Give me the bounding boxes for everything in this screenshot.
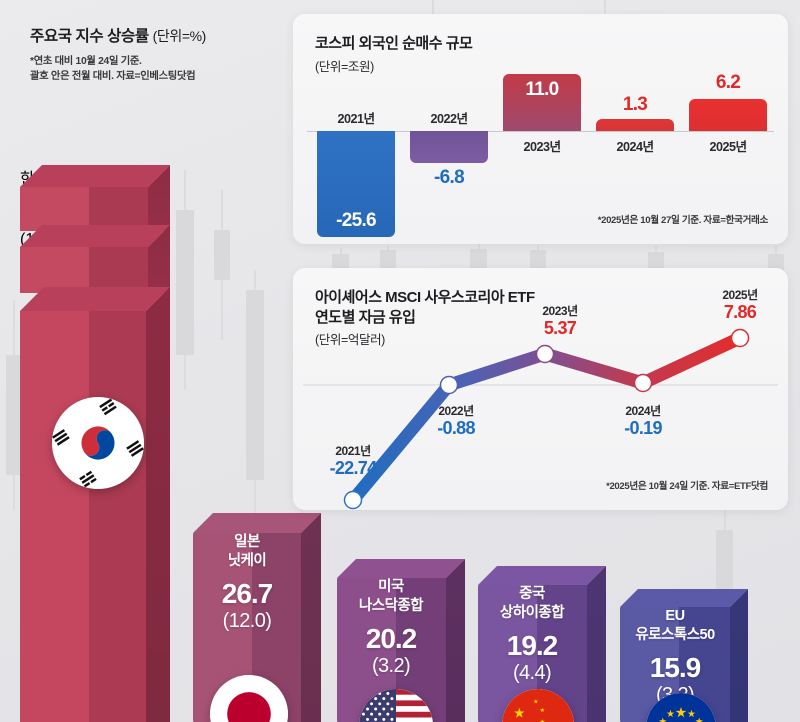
bar-chart-value-2024: 1.3 [622,94,648,115]
index-bar-eu-label: EU 유로스톡스50 15.9 (3.2) [611,607,739,707]
index-bar-china: 중국 상하이종합 19.2 (4.4) [478,566,606,722]
page-title: 주요국 지수 상승률 (단위=%) [30,28,207,45]
bar-chart-value-2025: 6.2 [715,72,741,93]
korea-pillar-block-1 [20,165,170,231]
bar-chart-label-2022: 2022년 [430,112,468,126]
panel-etf-inflow-note: *2025년은 10월 24일 기준. 자료=ETF닷컴 [606,481,768,492]
line-chart-value-2024: -0.19 [624,418,662,438]
panel-foreign-net-buy: 코스피 외국인 순매수 규모 (단위=조원) 2021년 -25.6 2022년… [293,14,788,244]
bar-chart-label-2024: 2024년 [616,140,654,154]
index-bar-japan-country: 일본 [234,534,260,550]
panel-etf-inflow-title-line-1: 아이셰어스 MSCI 사우스코리아 ETF [315,289,535,306]
index-bar-eu-value: 15.9 [649,652,702,684]
page-note-line-1: *연초 대비 10월 24일 기준. [30,56,142,67]
flag-kr-icon [52,397,144,489]
line-chart-value-2022: -0.88 [437,418,475,438]
us-bar-side [446,559,465,722]
line-chart-etf-inflow: 2021년 -22.74 2022년 -0.88 2023년 5.37 2024… [293,268,788,510]
line-chart-svg [303,328,778,510]
line-chart-label-2024: 2024년 [625,404,661,418]
index-bar-china-change: (4.4) [512,662,552,685]
bar-chart-bar-2024 [596,119,674,131]
japan-bar-top-face [193,513,321,533]
page-title-unit: (단위=%) [152,28,207,44]
index-bar-china-label: 중국 상하이종합 19.2 (4.4) [468,585,596,685]
index-bar-korea: 한국 코스피 68.5 (19.4) [20,165,170,722]
bar-chart-label-2023: 2023년 [523,140,561,154]
bar-chart-label-2021: 2021년 [337,112,375,126]
page-header: 주요국 지수 상승률 (단위=%) *연초 대비 10월 24일 기준. 괄호 … [30,24,280,85]
panel-etf-inflow-title-line-2: 연도별 자금 유입 [315,308,416,326]
index-bar-us: 미국 나스닥종합 20.2 (3.2) [337,559,465,722]
index-bar-china-index: 상하이종합 [499,605,565,622]
bar-chart-label-2025: 2025년 [709,140,747,154]
line-chart-label-2022: 2022년 [438,404,474,418]
index-bar-japan-change: (12.0) [222,610,272,633]
page-note-line-2: 괄호 안은 전월 대비. 자료=인베스팅닷컴 [30,70,196,82]
index-bar-japan: 일본 닛케이 26.7 (12.0) [193,513,321,722]
bar-chart-bar-2021 [317,131,395,237]
index-bar-japan-index: 닛케이 [227,553,267,570]
eu-bar-side [730,589,748,722]
china-bar-top-face [478,566,606,585]
bar-chart-value-2021: -25.6 [336,210,377,231]
line-chart-value-2025: 7.86 [723,302,757,322]
korea-pillar-block-3 [20,287,170,722]
index-bar-us-change: (3.2) [371,655,411,678]
china-bar-side [587,566,606,722]
index-bar-us-value: 20.2 [365,623,418,655]
flag-jp-icon [210,675,288,722]
index-bar-china-value: 19.2 [506,630,559,662]
index-bar-eu-index: 유로스톡스50 [635,627,715,644]
index-bar-japan-label: 일본 닛케이 26.7 (12.0) [183,533,311,633]
eu-bar-top-face [620,589,748,607]
panel-foreign-net-buy-note: *2025년은 10월 27일 기준. 자료=한국거래소 [597,215,769,226]
index-bar-us-country: 미국 [378,579,404,595]
index-bar-japan-value: 26.7 [221,578,274,610]
panel-etf-inflow: 아이셰어스 MSCI 사우스코리아 ETF 연도별 자금 유입 (단위=억달러) [293,268,788,510]
bar-chart-foreign-net-buy: 2021년 -25.6 2022년 -6.8 11.0 2023년 1.3 20… [293,14,788,244]
bar-chart-value-2022: -6.8 [434,167,465,188]
line-chart-label-2021: 2021년 [335,444,371,458]
index-bar-china-country: 중국 [519,586,545,602]
panel-foreign-net-buy-unit: (단위=조원) [315,59,374,74]
bar-chart-bar-2022 [410,131,488,163]
panel-etf-inflow-unit: (단위=억달러) [315,333,385,347]
line-chart-label-2023: 2023년 [542,304,578,318]
page-note: *연초 대비 10월 24일 기준. 괄호 안은 전월 대비. 자료=인베스팅닷… [30,55,280,85]
bar-chart-zero-axis [307,131,774,132]
us-bar-top-face [337,559,465,578]
bar-chart-bar-2025 [689,99,767,131]
bar-chart-bar-2023 [503,74,581,131]
korea-pillar-block-2 [20,225,170,293]
line-chart-value-2021: -22.74 [329,458,378,478]
index-bar-us-index: 나스닥종합 [358,598,424,615]
index-bar-eu-country: EU [665,608,685,624]
index-bar-eu: EU 유로스톡스50 15.9 (3.2) [620,589,748,722]
bar-chart-value-2023: 11.0 [525,79,559,100]
line-chart-label-2025: 2025년 [722,288,758,302]
index-bar-us-label: 미국 나스닥종합 20.2 (3.2) [327,578,455,678]
japan-bar-side [301,513,321,722]
line-chart-value-2023: 5.37 [543,318,577,338]
